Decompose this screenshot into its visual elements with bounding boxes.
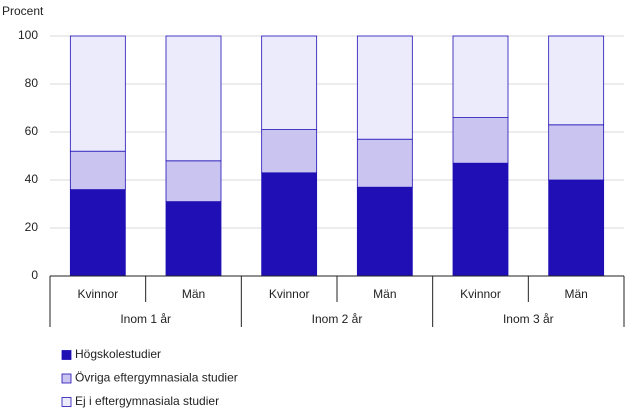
y-tick-label: 100 (18, 28, 38, 42)
x-tick-label: Kvinnor (269, 287, 310, 301)
group-label: Inom 2 år (312, 312, 363, 326)
y-tick-label: 40 (25, 172, 39, 186)
x-tick-label: Kvinnor (460, 287, 501, 301)
group-label: Inom 1 år (120, 312, 171, 326)
bar-segment (548, 124, 605, 181)
legend-swatch (61, 373, 72, 384)
bar-segment (69, 150, 126, 190)
bar-segment (261, 129, 318, 174)
y-tick-label: 0 (31, 268, 38, 282)
bar-segment (356, 138, 413, 188)
bar-segment (261, 172, 318, 277)
legend-label: Övriga eftergymnasiala studier (75, 371, 238, 385)
bar-segment (548, 35, 605, 126)
bar-segment (69, 189, 126, 277)
bar-segment (356, 186, 413, 277)
bar-segment (261, 35, 318, 130)
y-tick-label: 60 (25, 124, 39, 138)
bar-segment (165, 35, 222, 162)
bar-segment (165, 201, 222, 277)
group-label: Inom 3 år (503, 312, 554, 326)
y-tick-label: 20 (25, 220, 39, 234)
y-axis-label: Procent (2, 4, 44, 18)
y-tick-label: 80 (25, 76, 39, 90)
bar-segment (452, 35, 509, 118)
x-tick-label: Män (373, 287, 396, 301)
x-tick-label: Män (182, 287, 205, 301)
legend-swatch (61, 397, 72, 407)
legend-label: Högskolestudier (75, 347, 161, 361)
legend-swatch (61, 350, 72, 360)
legend-label: Ej i eftergymnasiala studier (75, 394, 219, 408)
bar-segment (69, 35, 126, 152)
bar-segment (452, 117, 509, 164)
bar-segment (548, 179, 605, 277)
bar-segment (452, 162, 509, 277)
x-tick-label: Kvinnor (77, 287, 118, 301)
bar-segment (165, 160, 222, 203)
bar-segment (356, 35, 413, 140)
x-tick-label: Män (564, 287, 587, 301)
